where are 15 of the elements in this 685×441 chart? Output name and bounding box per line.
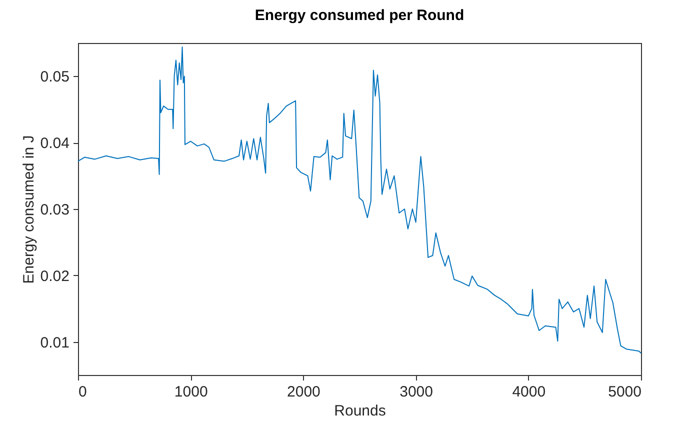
x-tick-label: 1000 <box>174 384 208 400</box>
x-tick-label: 4000 <box>512 384 546 400</box>
x-tick-label: 3000 <box>400 384 433 400</box>
y-tick-label: 0.05 <box>40 68 70 86</box>
x-axis-title: Rounds <box>334 402 386 420</box>
x-tick-label: 5000 <box>608 384 642 400</box>
y-tick-label: 0.04 <box>40 135 70 152</box>
x-tick-label: 2000 <box>287 384 320 400</box>
chart-title: Energy consumed per Round <box>254 7 464 24</box>
x-tick-label: 0 <box>78 384 87 400</box>
y-tick-label: 0.02 <box>40 268 70 285</box>
y-tick-label: 0.01 <box>40 334 70 352</box>
line-series <box>78 46 642 354</box>
y-tick-label: 0.03 <box>40 202 70 218</box>
y-axis-title: Energy consumed in J <box>20 135 38 284</box>
